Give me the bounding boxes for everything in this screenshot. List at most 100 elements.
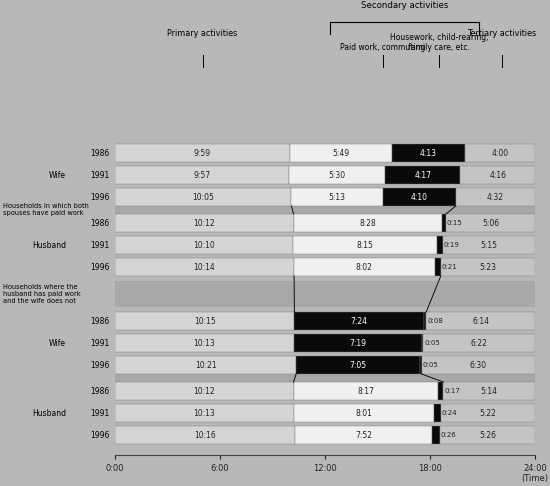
- Text: 7:52: 7:52: [355, 431, 372, 439]
- Text: Wife: Wife: [49, 339, 66, 347]
- Text: 1986: 1986: [91, 219, 110, 227]
- Text: 6:14: 6:14: [472, 316, 490, 326]
- Bar: [426, 312, 535, 330]
- Text: 10:13: 10:13: [194, 339, 215, 347]
- Text: 5:13: 5:13: [328, 192, 345, 202]
- Bar: [115, 334, 294, 352]
- Text: 8:17: 8:17: [358, 386, 375, 396]
- Bar: [455, 188, 535, 206]
- Text: Paid work, commuting: Paid work, commuting: [340, 43, 426, 52]
- Text: 1996: 1996: [90, 262, 110, 272]
- Bar: [115, 426, 295, 444]
- Text: 8:02: 8:02: [356, 262, 373, 272]
- Bar: [115, 382, 294, 400]
- Text: 5:49: 5:49: [332, 149, 349, 157]
- Bar: [294, 312, 424, 330]
- Text: 10:15: 10:15: [194, 316, 216, 326]
- Text: 5:26: 5:26: [479, 431, 496, 439]
- Bar: [296, 356, 420, 374]
- Bar: [294, 258, 434, 276]
- Text: 0:08: 0:08: [427, 318, 443, 324]
- Text: 10:10: 10:10: [193, 241, 215, 249]
- Text: 0:19: 0:19: [444, 242, 460, 248]
- Bar: [383, 188, 455, 206]
- Bar: [434, 404, 441, 422]
- Text: 1986: 1986: [91, 316, 110, 326]
- Bar: [465, 144, 535, 162]
- Text: Husband: Husband: [32, 241, 66, 249]
- Bar: [292, 188, 383, 206]
- Bar: [115, 281, 535, 307]
- Text: Households in which both
spouses have paid work: Households in which both spouses have pa…: [3, 204, 89, 216]
- Bar: [432, 426, 440, 444]
- Text: 10:13: 10:13: [194, 409, 215, 417]
- Text: 7:24: 7:24: [351, 316, 367, 326]
- Text: 4:13: 4:13: [420, 149, 437, 157]
- Bar: [386, 166, 460, 184]
- Bar: [441, 404, 535, 422]
- Text: 10:21: 10:21: [195, 361, 216, 369]
- Bar: [420, 356, 421, 374]
- Bar: [115, 214, 294, 232]
- Text: 9:57: 9:57: [194, 171, 211, 179]
- Text: 1986: 1986: [91, 386, 110, 396]
- Text: 10:05: 10:05: [192, 192, 214, 202]
- Text: 1996: 1996: [90, 361, 110, 369]
- Text: 4:32: 4:32: [487, 192, 504, 202]
- Bar: [443, 382, 535, 400]
- Bar: [115, 236, 293, 254]
- Text: 5:06: 5:06: [482, 219, 499, 227]
- Bar: [115, 312, 294, 330]
- Text: 10:14: 10:14: [194, 262, 216, 272]
- Bar: [294, 382, 438, 400]
- Bar: [115, 144, 290, 162]
- Text: 5:30: 5:30: [329, 171, 346, 179]
- Text: Households where the
husband has paid work
and the wife does not: Households where the husband has paid wo…: [3, 284, 80, 304]
- Text: 6:30: 6:30: [470, 361, 487, 369]
- Bar: [441, 258, 535, 276]
- Bar: [294, 334, 422, 352]
- Text: 1996: 1996: [90, 431, 110, 439]
- Text: Secondary activities: Secondary activities: [361, 1, 448, 10]
- Text: Housework, child-rearing,
family care, etc.: Housework, child-rearing, family care, e…: [389, 33, 488, 52]
- Text: 4:00: 4:00: [492, 149, 509, 157]
- Text: 9:59: 9:59: [194, 149, 211, 157]
- Bar: [438, 382, 443, 400]
- Bar: [294, 404, 434, 422]
- Text: 0:17: 0:17: [444, 388, 460, 394]
- Text: 0:26: 0:26: [441, 432, 456, 438]
- Bar: [289, 166, 386, 184]
- Bar: [115, 404, 294, 422]
- Text: 7:19: 7:19: [349, 339, 366, 347]
- Bar: [421, 356, 535, 374]
- Text: 5:22: 5:22: [480, 409, 497, 417]
- Bar: [293, 236, 437, 254]
- Bar: [115, 188, 292, 206]
- Bar: [115, 356, 296, 374]
- Text: 8:15: 8:15: [356, 241, 373, 249]
- Text: 1991: 1991: [91, 339, 110, 347]
- Text: 1986: 1986: [91, 149, 110, 157]
- Text: 7:05: 7:05: [350, 361, 367, 369]
- Text: 10:12: 10:12: [194, 386, 215, 396]
- Bar: [115, 206, 535, 214]
- Bar: [295, 426, 432, 444]
- Bar: [442, 214, 446, 232]
- Text: 0:24: 0:24: [442, 410, 458, 416]
- Text: 6:22: 6:22: [471, 339, 487, 347]
- Bar: [115, 166, 289, 184]
- Text: 1991: 1991: [91, 241, 110, 249]
- Bar: [460, 166, 535, 184]
- Text: 1991: 1991: [91, 409, 110, 417]
- Text: 4:17: 4:17: [414, 171, 431, 179]
- Text: Tertiary activities: Tertiary activities: [467, 29, 536, 38]
- Bar: [115, 258, 294, 276]
- Text: 5:14: 5:14: [481, 386, 498, 396]
- Bar: [437, 236, 443, 254]
- Text: Wife: Wife: [49, 171, 66, 179]
- Text: 8:28: 8:28: [359, 219, 376, 227]
- Text: 0:21: 0:21: [442, 264, 458, 270]
- Bar: [424, 334, 535, 352]
- Text: 5:23: 5:23: [480, 262, 497, 272]
- Text: 8:01: 8:01: [355, 409, 372, 417]
